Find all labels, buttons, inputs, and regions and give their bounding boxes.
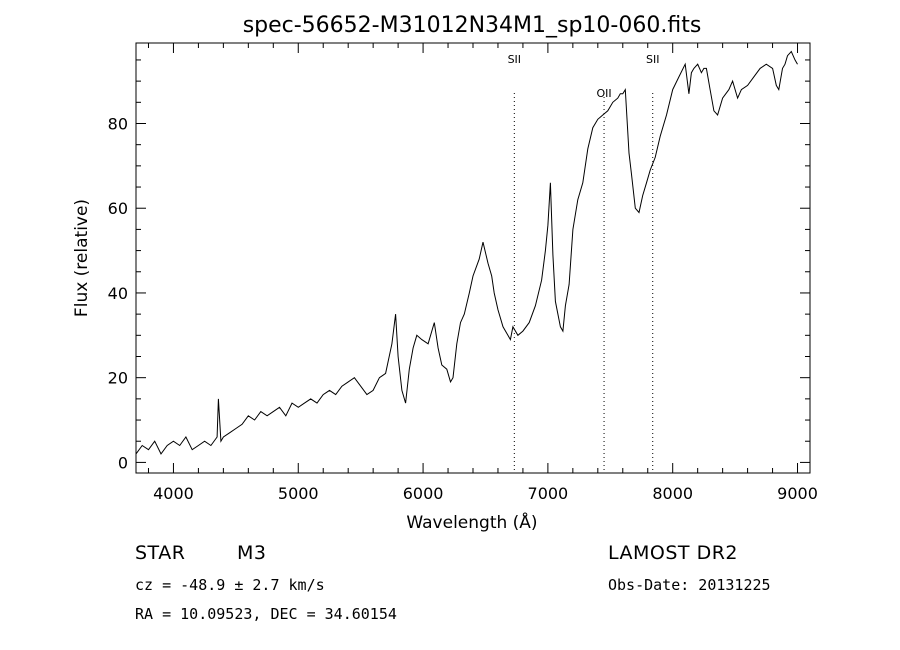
y-tick-label: 60 bbox=[108, 199, 128, 218]
plot-frame bbox=[135, 42, 811, 474]
x-tick-label: 8000 bbox=[652, 484, 693, 503]
object-class: STAR bbox=[135, 542, 186, 564]
object-subclass: M3 bbox=[237, 542, 267, 564]
y-tick-label: 40 bbox=[108, 284, 128, 303]
x-axis-label: Wavelength (Å) bbox=[406, 511, 537, 533]
x-tick-label: 4000 bbox=[153, 484, 194, 503]
x-tick-label: 9000 bbox=[777, 484, 818, 503]
survey-name: LAMOST DR2 bbox=[608, 542, 738, 564]
y-axis-label: Flux (relative) bbox=[72, 199, 92, 317]
line-marker-label: OII bbox=[596, 87, 611, 100]
observation-date: Obs-Date: 20131225 bbox=[608, 576, 771, 594]
plot-area: 4000 5000 6000 7000 8000 9000 0 20 40 60 80 SII OII S… bbox=[108, 42, 818, 503]
coordinates: RA = 10.09523, DEC = 34.60154 bbox=[135, 605, 397, 623]
x-tick-label: 5000 bbox=[278, 484, 319, 503]
y-tick-label: 0 bbox=[118, 453, 128, 472]
line-marker-label: SII bbox=[646, 53, 659, 66]
line-marker-label: SII bbox=[508, 53, 521, 66]
y-tick-label: 20 bbox=[108, 369, 128, 388]
redshift-velocity: cz = -48.9 ± 2.7 km/s bbox=[135, 576, 325, 594]
x-tick-label: 6000 bbox=[403, 484, 444, 503]
x-tick-label: 7000 bbox=[528, 484, 569, 503]
spectrum-line bbox=[135, 50, 798, 455]
y-tick-label: 80 bbox=[108, 114, 128, 133]
chart-title: spec-56652-M31012N34M1_sp10-060.fits bbox=[243, 13, 702, 38]
